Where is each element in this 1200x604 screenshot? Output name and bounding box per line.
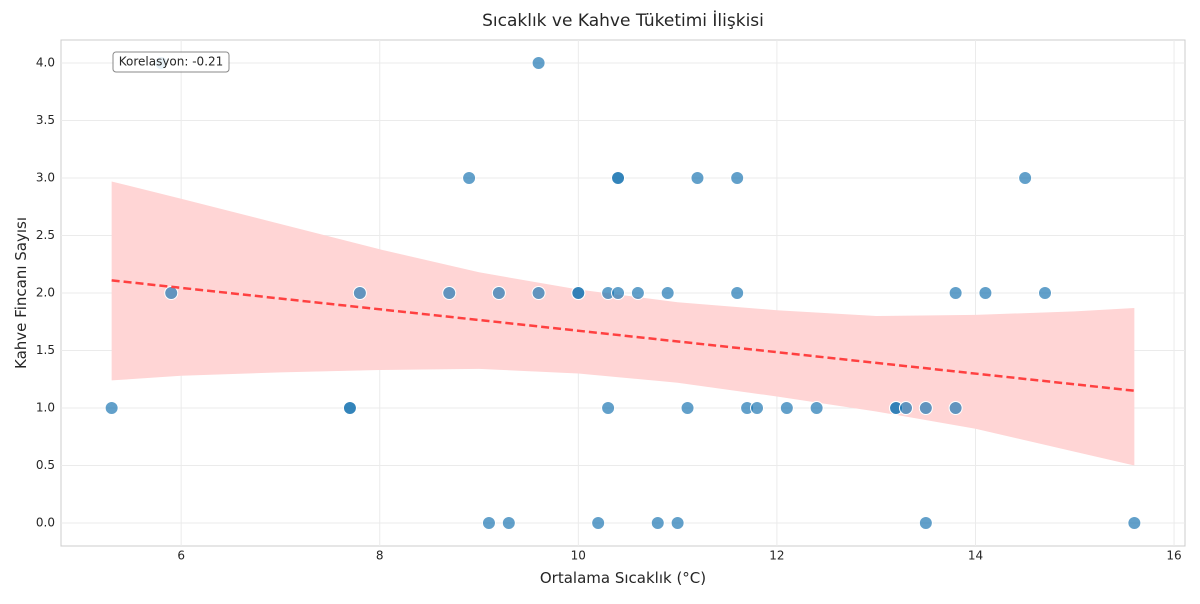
data-point	[730, 171, 745, 185]
data-point	[501, 516, 516, 530]
data-point	[670, 516, 685, 530]
data-point	[630, 286, 645, 300]
confidence-band	[111, 181, 1135, 466]
x-tick-label: 12	[769, 549, 784, 563]
x-tick-label: 10	[571, 549, 586, 563]
data-point	[690, 171, 705, 185]
chart-title: Sıcaklık ve Kahve Tüketimi İlişkisi	[482, 10, 764, 31]
data-point	[591, 516, 606, 530]
data-point	[918, 401, 933, 415]
y-tick-label: 1.0	[36, 401, 55, 415]
y-tick-label: 0.5	[36, 458, 55, 472]
y-tick-label: 3.0	[36, 171, 55, 185]
data-point	[750, 401, 765, 415]
data-point	[809, 401, 824, 415]
data-point	[918, 516, 933, 530]
data-point	[948, 286, 963, 300]
data-point	[779, 401, 794, 415]
y-tick-label: 4.0	[36, 56, 55, 70]
annotation-box	[112, 51, 230, 73]
data-point	[342, 401, 357, 415]
x-tick-label: 16	[1166, 549, 1181, 563]
data-point	[442, 286, 457, 300]
data-point	[611, 286, 626, 300]
trend-line	[111, 279, 1135, 392]
data-point	[462, 171, 477, 185]
data-point	[531, 286, 546, 300]
data-point	[601, 401, 616, 415]
data-point	[531, 56, 546, 70]
data-point	[730, 286, 745, 300]
data-point	[660, 286, 675, 300]
data-point	[571, 286, 586, 300]
data-point	[491, 286, 506, 300]
data-point	[104, 401, 119, 415]
data-point	[898, 401, 913, 415]
annotation-layer: Korelasyon: -0.21	[112, 51, 230, 73]
y-tick-label: 2.5	[36, 228, 55, 242]
data-point	[481, 516, 496, 530]
data-point	[1127, 516, 1142, 530]
data-point	[948, 401, 963, 415]
x-tick-label: 6	[177, 549, 185, 563]
y-axis-label: Kahve Fincanı Sayısı	[12, 217, 30, 369]
data-point	[978, 286, 993, 300]
data-point	[1018, 171, 1033, 185]
y-tick-label: 1.5	[36, 343, 55, 357]
data-point	[650, 516, 665, 530]
data-point	[680, 401, 695, 415]
plot-layer: 6 8 10 12 14 16 0.0 0.5 1.0 1.5 2.0 2.5 3.0 3.5 4.0	[36, 40, 1185, 563]
data-point	[611, 171, 626, 185]
data-point	[164, 286, 179, 300]
data-point	[1037, 286, 1052, 300]
x-tick-label: 8	[376, 549, 384, 563]
y-tick-label: 2.0	[36, 286, 55, 300]
y-tick-label: 0.0	[36, 516, 55, 530]
x-tick-label: 14	[968, 549, 983, 563]
data-point	[352, 286, 367, 300]
x-axis-label: Ortalama Sıcaklık (°C)	[540, 569, 706, 587]
annotation: Korelasyon: -0.21	[119, 55, 224, 69]
y-tick-label: 3.5	[36, 113, 55, 127]
